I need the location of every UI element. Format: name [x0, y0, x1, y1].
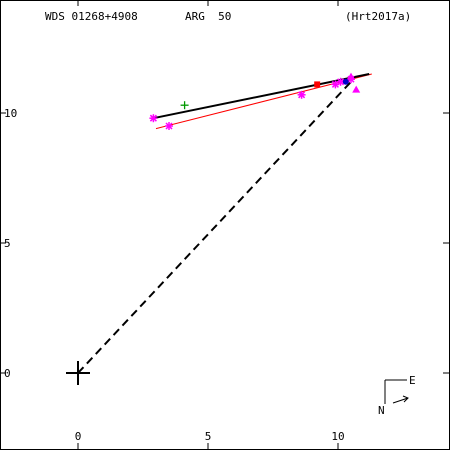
compass-motion-arrow	[392, 397, 409, 404]
asterisk-marker	[149, 114, 158, 123]
discoverer-label: ARG 50	[185, 10, 231, 23]
x-tick-label: 5	[205, 430, 212, 443]
triangle-marker	[347, 72, 355, 80]
y-tick-label: 0	[4, 367, 11, 380]
y-tick-label: 5	[4, 237, 11, 250]
compass-arrow-head	[402, 395, 409, 403]
asterisk-marker	[297, 90, 306, 99]
x-tick-label: 0	[75, 430, 82, 443]
plus-marker	[180, 101, 189, 110]
primary-star	[66, 361, 90, 385]
y-tick-label: 10	[4, 107, 17, 120]
dashed-primary-line	[77, 81, 352, 374]
asterisk-stroke	[337, 78, 345, 86]
asterisk-stroke	[149, 114, 157, 122]
x-tick-label: 10	[331, 430, 344, 443]
reference-label: (Hrt2017a)	[345, 10, 411, 23]
compass-east-label: E	[409, 374, 416, 387]
compass-north-label: N	[378, 404, 385, 417]
asterisk-stroke	[165, 122, 173, 130]
asterisk-stroke	[298, 91, 306, 99]
asterisk-marker	[165, 122, 173, 130]
system-label: WDS 01268+4908	[45, 10, 138, 23]
fit-lines	[77, 73, 372, 374]
triangle-marker	[352, 85, 361, 93]
measurement-markers	[149, 72, 361, 130]
square-marker	[314, 81, 321, 88]
compass: E N	[378, 374, 416, 417]
dot-marker	[342, 78, 349, 85]
